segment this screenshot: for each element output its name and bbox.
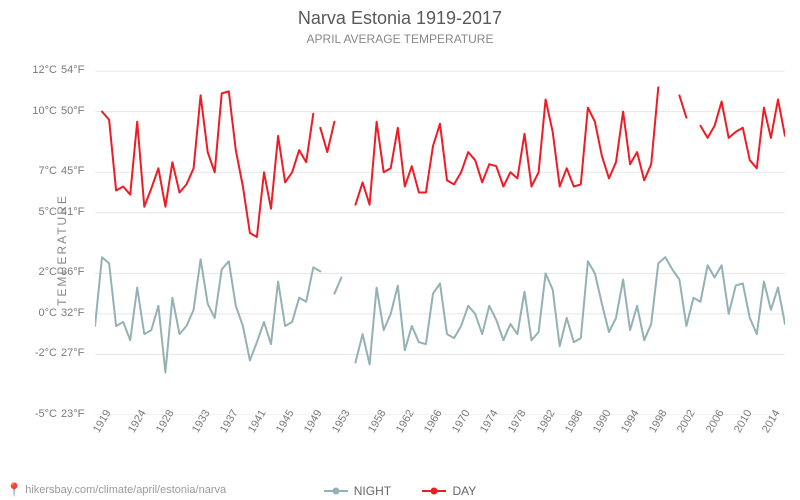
- ytick-f: 23°F: [61, 408, 91, 420]
- chart-container: Narva Estonia 1919-2017 APRIL AVERAGE TE…: [0, 0, 800, 500]
- attribution-text: hikersbay.com/climate/april/estonia/narv…: [25, 484, 226, 496]
- ytick-c: 0°C: [27, 307, 57, 319]
- legend-swatch-day: [422, 490, 446, 492]
- chart-subtitle: APRIL AVERAGE TEMPERATURE: [0, 32, 800, 46]
- legend-label-night: NIGHT: [354, 484, 391, 498]
- ytick-c: 12°C: [27, 64, 57, 76]
- legend-swatch-night: [324, 490, 348, 492]
- chart-title: Narva Estonia 1919-2017: [0, 8, 800, 29]
- ytick-f: 41°F: [61, 206, 91, 218]
- ytick-c: 5°C: [27, 206, 57, 218]
- ytick-f: 50°F: [61, 105, 91, 117]
- ytick-c: -2°C: [27, 347, 57, 359]
- ytick-f: 54°F: [61, 64, 91, 76]
- ytick-c: 2°C: [27, 266, 57, 278]
- ytick-f: 45°F: [61, 165, 91, 177]
- attribution: 📍 hikersbay.com/climate/april/estonia/na…: [6, 482, 226, 498]
- ytick-c: 7°C: [27, 165, 57, 177]
- legend-item-night: NIGHT: [324, 484, 391, 498]
- ytick-f: 36°F: [61, 266, 91, 278]
- plot-svg: [95, 55, 785, 415]
- legend-item-day: DAY: [422, 484, 476, 498]
- legend-label-day: DAY: [452, 484, 476, 498]
- plot-area: [95, 55, 785, 415]
- map-pin-icon: 📍: [6, 482, 22, 498]
- ytick-f: 32°F: [61, 307, 91, 319]
- ytick-c: -5°C: [27, 408, 57, 420]
- ytick-f: 27°F: [61, 347, 91, 359]
- ytick-c: 10°C: [27, 105, 57, 117]
